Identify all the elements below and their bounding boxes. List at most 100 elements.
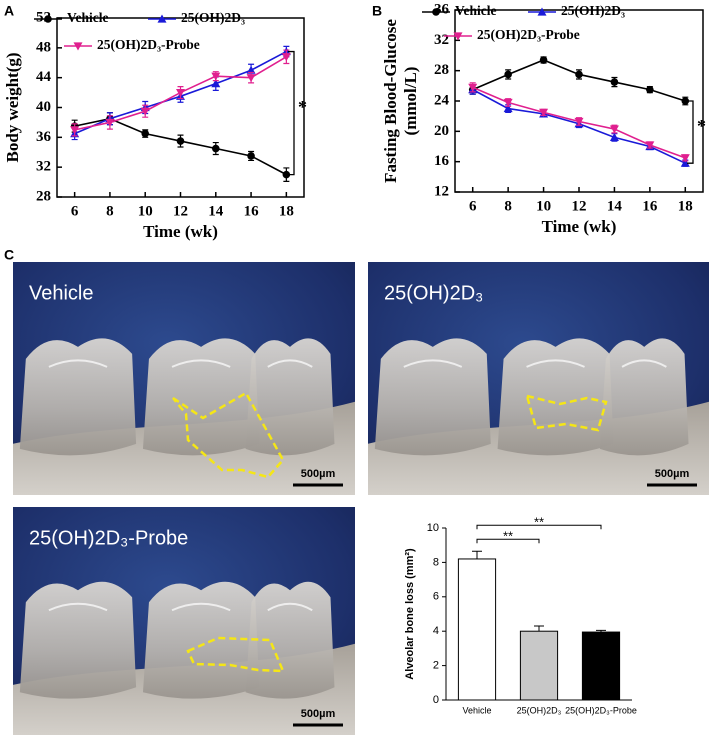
significance-bracket <box>288 50 295 176</box>
y-tick-label: 40 <box>36 99 51 115</box>
tooth-highlight <box>526 359 585 368</box>
photo-content <box>368 262 709 495</box>
legend-marker <box>73 42 83 51</box>
panel-letter: A <box>4 3 14 19</box>
x-tick-label: 14 <box>208 203 224 219</box>
x-tick-label: 18 <box>678 198 693 214</box>
marker <box>211 79 221 88</box>
tooth <box>19 338 137 456</box>
bar <box>457 558 497 701</box>
significance-bracket <box>476 538 540 544</box>
significance-label: ** <box>503 529 513 544</box>
y-tick-label: 32 <box>36 159 51 175</box>
tooth <box>19 581 137 699</box>
tooth <box>245 338 335 456</box>
marker <box>575 70 583 79</box>
y-tick-label: 8 <box>433 556 439 568</box>
legend-label: 25(OH)2D₃ <box>561 3 625 18</box>
x-axis-label: Time (wk) <box>143 222 218 241</box>
tooth <box>245 581 335 699</box>
legend-label: Vehicle <box>455 3 497 18</box>
y-axis-label: Body weight(g) <box>3 52 22 162</box>
y-tick-label: 32 <box>434 32 449 48</box>
error-bar <box>534 625 544 632</box>
y-tick-label: 48 <box>36 39 51 55</box>
x-tick-label: 16 <box>642 198 658 214</box>
y-axis-label: Fasting Blood-Glucose <box>381 19 400 183</box>
x-tick-label: 10 <box>536 198 551 214</box>
marker <box>681 97 690 105</box>
marker <box>646 85 654 94</box>
marker <box>610 78 619 86</box>
x-tick-label: 6 <box>71 203 79 219</box>
marker <box>246 74 256 83</box>
marker <box>609 125 619 134</box>
y-tick-label: 2 <box>433 660 439 672</box>
tooth-highlight <box>621 359 667 368</box>
marker <box>105 118 115 127</box>
marker <box>680 154 690 163</box>
significance-label: ** <box>534 515 544 530</box>
photo-label: Vehicle <box>29 282 94 304</box>
significance-label: * <box>697 116 706 136</box>
series-line <box>472 59 686 102</box>
marker <box>176 88 185 98</box>
y-tick-label: 28 <box>434 62 449 78</box>
marker <box>141 129 150 138</box>
marker <box>246 65 256 74</box>
significance-label: * <box>298 97 307 117</box>
marker <box>176 137 185 145</box>
marker <box>247 152 255 160</box>
axis <box>445 528 632 701</box>
y-tick-label: 44 <box>36 69 52 85</box>
y-axis-label: (mmol/L) <box>401 67 420 136</box>
marker <box>609 132 619 141</box>
marker <box>504 70 512 79</box>
y-tick-label: 16 <box>434 153 450 169</box>
legend-marker <box>157 14 167 23</box>
y-tick-label: 24 <box>434 92 450 108</box>
photo: 25(OH)2D₃ 500µm <box>368 262 709 495</box>
x-tick-label: 10 <box>138 203 153 219</box>
error-bar <box>472 550 482 559</box>
y-tick-label: 20 <box>434 123 449 139</box>
legend-marker <box>453 32 463 41</box>
photo-content <box>13 262 355 495</box>
y-tick-label: 0 <box>433 694 439 706</box>
photo-content <box>13 507 355 735</box>
x-tick-label: 12 <box>173 203 188 219</box>
legend-label: 25(OH)2D₃-Probe <box>477 27 580 42</box>
bar <box>519 630 559 701</box>
legend-marker <box>44 15 52 23</box>
tooth-highlight <box>171 602 231 612</box>
tooth-highlight <box>48 602 108 612</box>
marker <box>503 98 513 108</box>
y-tick-label: 36 <box>36 129 52 145</box>
y-axis-label: Alveolar bone loss (mm²) <box>404 548 416 680</box>
tooth-highlight <box>267 359 313 368</box>
marker <box>140 107 150 116</box>
x-tick-label: 12 <box>572 198 587 214</box>
bar <box>581 631 621 701</box>
x-tick-label: Vehicle <box>462 705 491 715</box>
marker <box>645 141 655 150</box>
y-tick-label: 6 <box>433 591 439 603</box>
marker <box>281 53 291 62</box>
marker <box>539 56 548 64</box>
photo: 25(OH)2D₃-Probe 500µm <box>13 507 355 735</box>
photo: Vehicle 500µm <box>13 262 355 495</box>
marker <box>468 83 478 92</box>
legend-label: 25(OH)2D₃-Probe <box>97 37 200 52</box>
marker <box>503 104 513 113</box>
lesion-outline <box>525 394 608 432</box>
legend-label: Vehicle <box>67 10 109 25</box>
bar-chart: 0 2 4 6 8 10 Alveolar bone loss (mm²) Vehicle 25… <box>404 515 637 716</box>
photo-label: 25(OH)2D₃ <box>384 282 483 304</box>
x-tick-label: 25(OH)2D₃ <box>517 705 562 715</box>
x-tick-label: 6 <box>469 198 477 214</box>
tooth <box>374 338 491 456</box>
significance-bracket <box>476 524 602 530</box>
legend-label: 25(OH)2D₃ <box>181 10 245 25</box>
